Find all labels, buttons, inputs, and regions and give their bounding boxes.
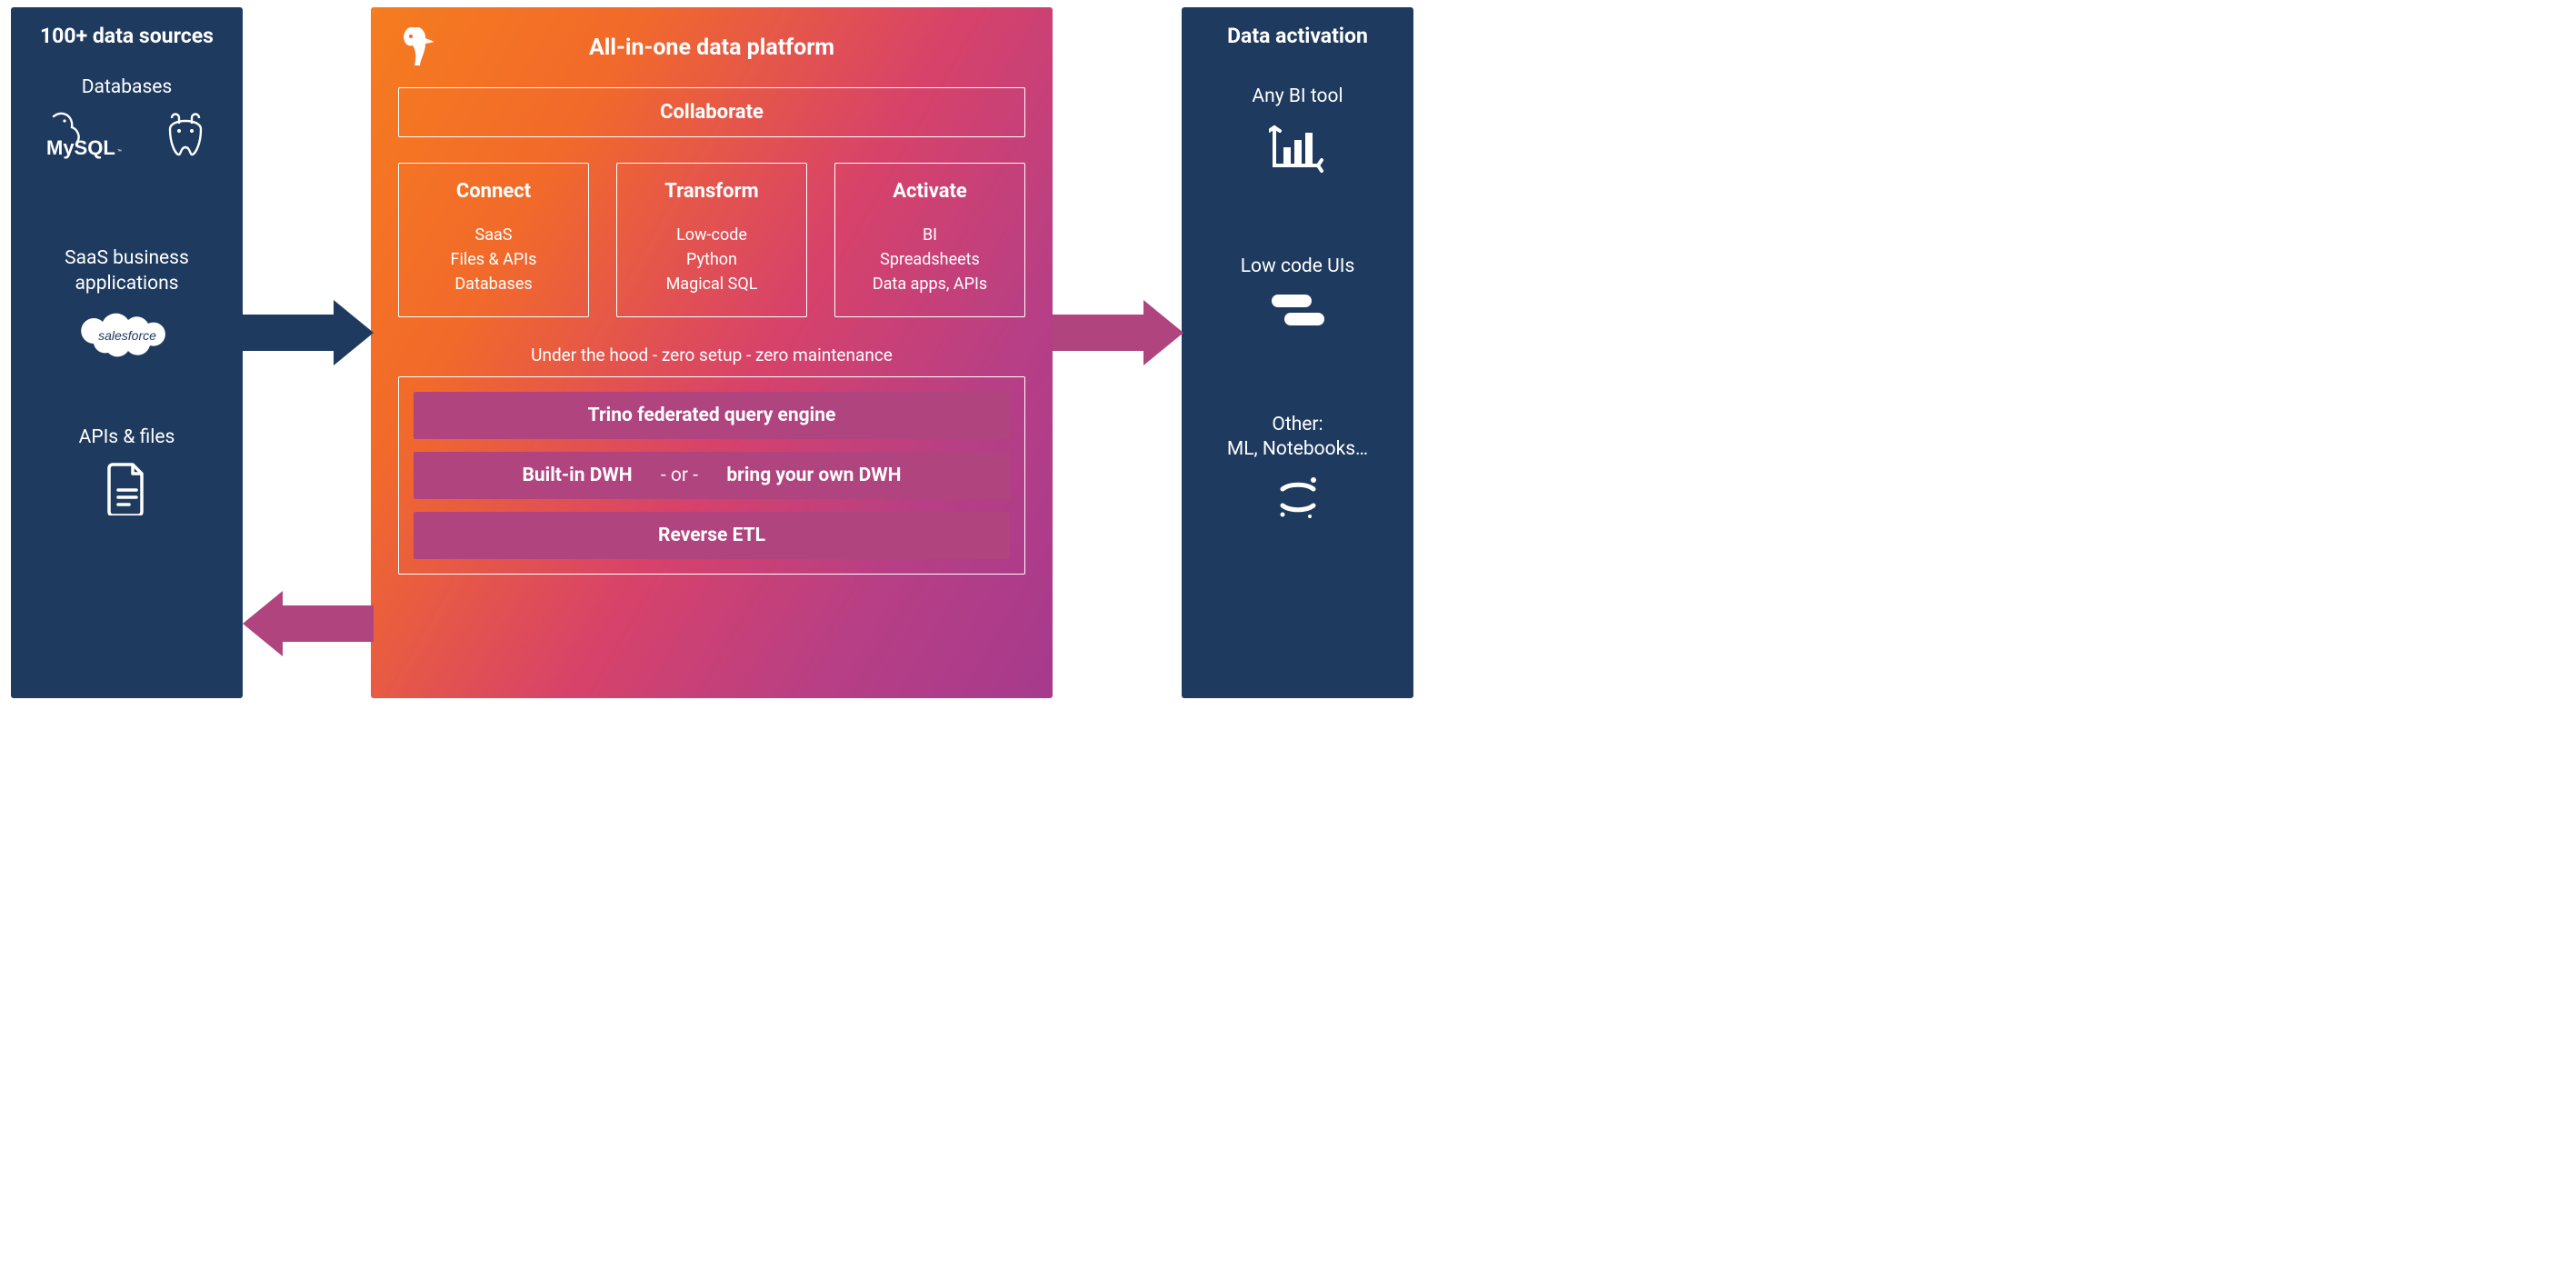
pillars-row: Connect SaaS Files & APIs Databases Tran… xyxy=(398,163,1025,317)
svg-text:salesforce: salesforce xyxy=(98,328,156,343)
collaborate-box: Collaborate xyxy=(398,87,1025,137)
file-icon xyxy=(105,461,149,515)
transform-line-1: Low-code xyxy=(626,223,797,247)
trino-row: Trino federated query engine xyxy=(414,392,1010,439)
dwh-byo: bring your own DWH xyxy=(726,465,901,486)
transform-line-3: Magical SQL xyxy=(626,272,797,296)
data-activation-title: Data activation xyxy=(1193,24,1403,48)
transform-title: Transform xyxy=(626,180,797,203)
mysql-icon: MySQL ™ xyxy=(46,111,146,160)
bi-tool-label: Any BI tool xyxy=(1193,85,1403,109)
pelican-logo-icon xyxy=(398,27,438,67)
apis-files-label: APIs & files xyxy=(22,425,232,450)
transform-line-2: Python xyxy=(626,247,797,272)
arrow-reverse-etl xyxy=(243,591,374,656)
connect-title: Connect xyxy=(408,180,579,203)
reverse-etl-row: Reverse ETL xyxy=(414,512,1010,559)
connect-line-2: Files & APIs xyxy=(408,247,579,272)
other-label: Other: ML, Notebooks… xyxy=(1193,413,1403,463)
lowcode-label: Low code UIs xyxy=(1193,255,1403,279)
activate-title: Activate xyxy=(844,180,1015,203)
under-hood-box: Trino federated query engine Built-in DW… xyxy=(398,376,1025,575)
arrow-platform-to-activation xyxy=(1053,300,1183,365)
saas-apps-label: SaaS business applications xyxy=(22,246,232,296)
svg-text:MySQL: MySQL xyxy=(46,136,115,159)
connect-pillar: Connect SaaS Files & APIs Databases xyxy=(398,163,589,317)
powerbi-icon xyxy=(1269,120,1327,173)
dwh-builtin: Built-in DWH xyxy=(523,465,633,486)
transform-pillar: Transform Low-code Python Magical SQL xyxy=(616,163,807,317)
dwh-or: - or - xyxy=(661,465,698,486)
arrow-sources-to-platform xyxy=(243,300,374,365)
activate-pillar: Activate BI Spreadsheets Data apps, APIs xyxy=(834,163,1025,317)
dwh-row: Built-in DWH - or - bring your own DWH xyxy=(414,452,1010,499)
under-hood-label: Under the hood - zero setup - zero maint… xyxy=(398,345,1025,365)
platform-title: All-in-one data platform xyxy=(453,35,971,61)
jupyter-icon xyxy=(1273,473,1323,522)
activate-line-2: Spreadsheets xyxy=(844,247,1015,272)
activate-line-1: BI xyxy=(844,223,1015,247)
connect-line-3: Databases xyxy=(408,272,579,296)
connect-line-1: SaaS xyxy=(408,223,579,247)
salesforce-icon: salesforce xyxy=(77,307,177,362)
data-sources-panel: 100+ data sources Databases MySQL ™ SaaS… xyxy=(11,7,243,698)
lowcode-icon xyxy=(1266,291,1330,331)
platform-panel: All-in-one data platform Collaborate Con… xyxy=(371,7,1053,698)
databases-label: Databases xyxy=(22,75,232,100)
postgres-icon xyxy=(163,111,208,160)
svg-text:™: ™ xyxy=(117,148,122,156)
activate-line-3: Data apps, APIs xyxy=(844,272,1015,296)
data-sources-title: 100+ data sources xyxy=(22,24,232,48)
data-activation-panel: Data activation Any BI tool Low code UIs… xyxy=(1182,7,1413,698)
